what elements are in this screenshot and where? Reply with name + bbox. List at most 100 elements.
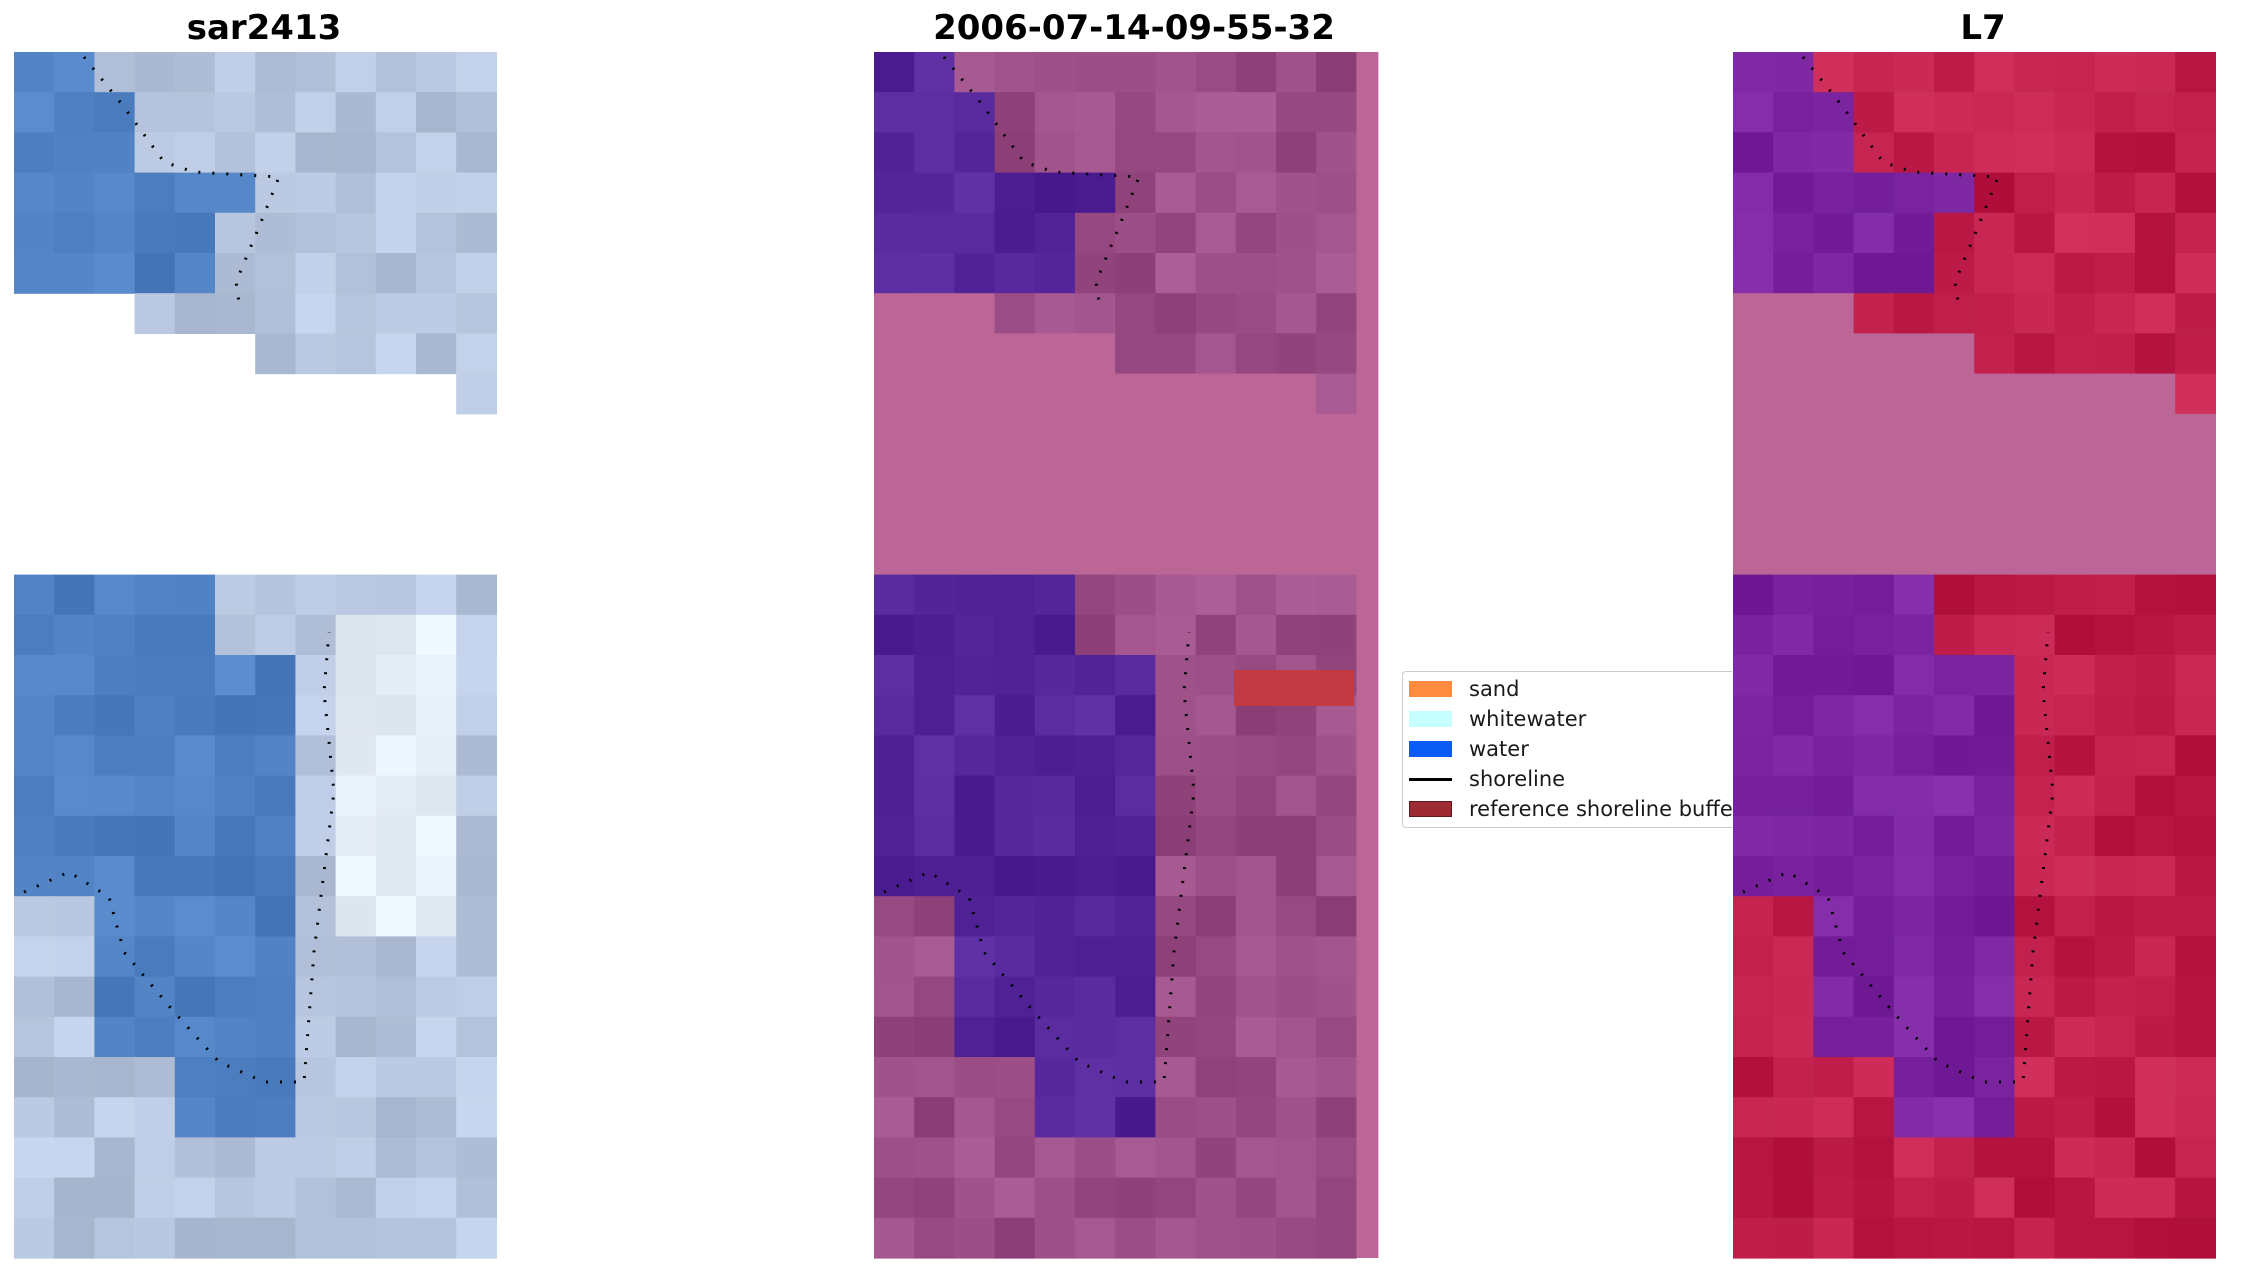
image-pixel	[375, 333, 417, 375]
image-pixel	[94, 1097, 136, 1138]
image-pixel	[54, 253, 95, 294]
image-pixel	[14, 1177, 55, 1219]
image-pixel	[14, 775, 55, 817]
image-pixel	[255, 1057, 296, 1098]
image-pixel	[1276, 574, 1317, 616]
image-pixel	[1235, 373, 1277, 415]
image-pixel	[2175, 1057, 2216, 1098]
image-pixel	[1115, 735, 1156, 777]
image-pixel	[2094, 936, 2136, 978]
image-pixel	[1813, 534, 1855, 576]
image-pixel	[1115, 775, 1156, 817]
image-pixel	[1115, 1177, 1156, 1219]
image-pixel	[1316, 293, 1357, 334]
image-pixel	[255, 1016, 296, 1058]
image-pixel	[335, 253, 377, 294]
image-pixel	[174, 1057, 216, 1098]
image-pixel	[1195, 1097, 1237, 1138]
image-pixel	[174, 1016, 216, 1058]
image-pixel	[1853, 132, 1895, 174]
image-pixel	[416, 695, 457, 736]
image-pixel	[1235, 1016, 1277, 1058]
image-pixel	[1195, 1057, 1237, 1098]
image-pixel	[874, 494, 915, 535]
legend-item-whitewater: whitewater	[1409, 705, 1586, 733]
image-pixel	[174, 1217, 216, 1259]
image-pixel	[1155, 1057, 1197, 1098]
image-pixel	[134, 976, 176, 1018]
image-pixel	[2054, 172, 2096, 214]
image-pixel	[1276, 494, 1317, 535]
legend-item-water: water	[1409, 735, 1529, 763]
image-pixel	[54, 735, 95, 777]
image-pixel	[954, 253, 996, 294]
image-pixel	[1115, 413, 1156, 455]
image-pixel	[14, 1016, 55, 1058]
image-pixel	[2094, 494, 2136, 535]
image-pixel	[1115, 856, 1156, 897]
image-pixel	[1974, 494, 2015, 535]
image-pixel	[1316, 735, 1357, 777]
image-pixel	[456, 373, 497, 415]
image-pixel	[994, 1097, 1036, 1138]
image-pixel	[994, 253, 1036, 294]
image-pixel	[255, 1097, 296, 1138]
image-pixel	[1155, 856, 1197, 897]
image-pixel	[375, 856, 417, 897]
image-pixel	[1235, 534, 1277, 576]
image-pixel	[1075, 695, 1116, 736]
image-pixel	[1235, 494, 1277, 535]
image-pixel	[1276, 614, 1317, 656]
image-pixel	[215, 655, 256, 696]
image-pixel	[994, 1016, 1036, 1058]
image-pixel	[1853, 936, 1895, 978]
image-pixel	[2135, 1057, 2176, 1098]
image-pixel	[1733, 976, 1774, 1018]
image-pixel	[914, 333, 955, 375]
image-pixel	[1853, 976, 1895, 1018]
image-pixel	[1934, 976, 1975, 1018]
image-pixel	[2094, 735, 2136, 777]
image-pixel	[14, 1217, 55, 1259]
image-pixel	[1316, 1057, 1357, 1098]
image-pixel	[1853, 775, 1895, 817]
image-pixel	[1034, 775, 1076, 817]
legend-swatch-reference-buffer	[1409, 801, 1452, 817]
image-pixel	[2094, 1057, 2136, 1098]
image-pixel	[1115, 695, 1156, 736]
image-pixel	[2094, 212, 2136, 254]
image-pixel	[2175, 775, 2216, 817]
image-pixel	[1893, 132, 1935, 174]
image-pixel	[94, 614, 136, 656]
legend-label-reference-buffer: reference shoreline buffer	[1469, 797, 1732, 821]
image-pixel	[1934, 494, 1975, 535]
image-pixel	[295, 1097, 337, 1138]
image-pixel	[1276, 896, 1317, 937]
image-pixel	[134, 253, 176, 294]
image-pixel	[954, 936, 996, 978]
image-pixel	[416, 92, 457, 133]
image-pixel	[1316, 92, 1357, 133]
image-pixel	[94, 1016, 136, 1058]
image-pixel	[14, 815, 55, 857]
image-pixel	[2135, 896, 2176, 937]
image-pixel	[1853, 695, 1895, 736]
image-pixel	[874, 1137, 915, 1179]
image-pixel	[874, 1097, 915, 1138]
image-pixel	[1235, 333, 1277, 375]
image-pixel	[1974, 976, 2015, 1018]
image-pixel	[874, 574, 915, 616]
image-pixel	[255, 253, 296, 294]
image-pixel	[2175, 293, 2216, 334]
rgb-image-panel	[14, 52, 514, 1270]
image-pixel	[1853, 896, 1895, 937]
image-pixel	[914, 172, 955, 214]
image-pixel	[1034, 976, 1076, 1018]
image-pixel	[335, 1217, 377, 1259]
image-pixel	[1934, 695, 1975, 736]
image-pixel	[295, 1217, 337, 1259]
image-pixel	[255, 1137, 296, 1179]
image-pixel	[295, 52, 337, 93]
image-pixel	[1115, 132, 1156, 174]
image-pixel	[1773, 253, 1814, 294]
